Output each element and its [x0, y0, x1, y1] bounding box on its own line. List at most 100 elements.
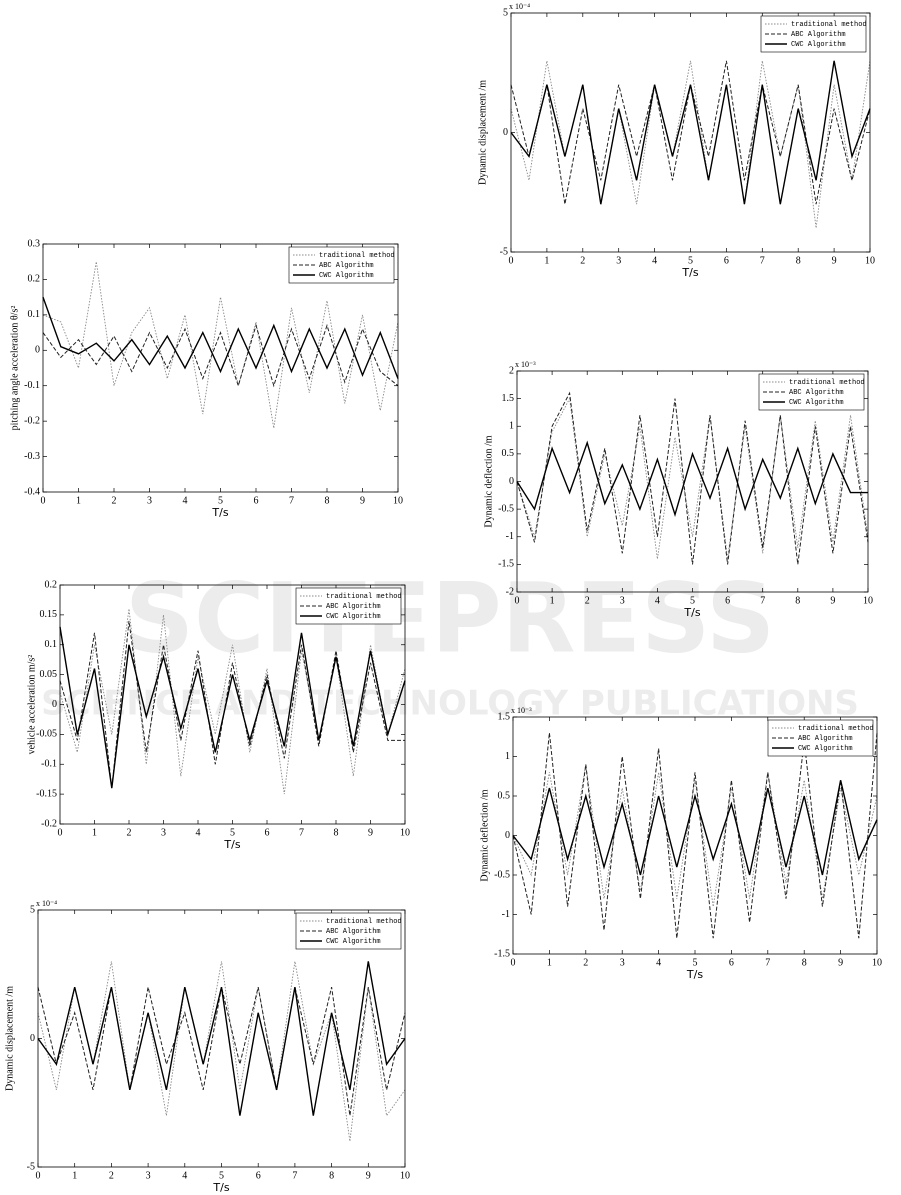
y-tick-label: 1.5: [502, 393, 515, 404]
x-tick-label: 5: [219, 1170, 224, 1181]
x-tick-label: 8: [329, 1170, 334, 1181]
x-tick-label: 9: [830, 595, 835, 606]
y-axis-label: Dynamic deflection /m: [479, 789, 490, 881]
x-axis-label: T/s: [211, 506, 228, 519]
y-tick-label: 5: [30, 904, 35, 915]
x-tick-label: 10: [863, 595, 873, 606]
x-tick-label: 5: [693, 957, 698, 968]
legend-label: ABC Algorithm: [319, 262, 374, 270]
x-tick-label: 8: [334, 827, 339, 838]
legend-label: CWC Algorithm: [798, 745, 853, 753]
x-tick-label: 7: [765, 957, 770, 968]
x-tick-label: 5: [230, 827, 235, 838]
watermark-title: SCITEPRESS: [125, 562, 775, 674]
data-line: [42, 261, 399, 429]
x-tick-label: 7: [760, 255, 765, 266]
y-tick-label: -1: [506, 531, 514, 542]
y-multiplier: x 10⁻⁴: [509, 2, 530, 11]
x-tick-label: 2: [127, 827, 132, 838]
y-tick-label: 0.5: [502, 448, 515, 459]
x-tick-label: 8: [795, 595, 800, 606]
x-tick-label: 4: [656, 957, 661, 968]
x-tick-label: 1: [72, 1170, 77, 1181]
x-tick-label: 0: [36, 1170, 41, 1181]
y-tick-label: -1.5: [494, 948, 510, 959]
y-axis-label: vehicle acceleration m/s²: [26, 655, 37, 755]
y-tick-label: 1.5: [498, 711, 511, 722]
x-tick-label: 3: [620, 595, 625, 606]
x-axis-label: T/s: [223, 838, 240, 851]
data-line: [516, 391, 869, 565]
data-line: [516, 397, 869, 559]
x-tick-label: 2: [112, 495, 117, 506]
data-line: [59, 608, 406, 795]
data-line: [37, 961, 406, 1142]
y-tick-label: 0.1: [28, 309, 41, 320]
y-tick-label: 5: [503, 7, 508, 18]
legend-label: CWC Algorithm: [326, 613, 381, 621]
x-tick-label: 8: [796, 255, 801, 266]
y-multiplier: x 10⁻⁴: [36, 899, 57, 908]
data-line: [512, 732, 878, 939]
x-tick-label: 1: [92, 827, 97, 838]
legend-label: CWC Algorithm: [319, 272, 374, 280]
x-tick-label: 6: [265, 827, 270, 838]
x-axis-label: T/s: [683, 606, 700, 619]
x-tick-label: 0: [41, 495, 46, 506]
y-tick-label: -0.1: [24, 380, 40, 391]
x-tick-label: 3: [146, 1170, 151, 1181]
y-tick-label: 0.05: [40, 669, 58, 680]
x-tick-label: 9: [832, 255, 837, 266]
x-tick-label: 10: [393, 495, 403, 506]
y-tick-label: 0.5: [498, 790, 511, 801]
data-line: [510, 60, 871, 205]
y-tick-label: -5: [500, 246, 508, 257]
x-tick-label: 10: [400, 1170, 410, 1181]
y-tick-label: 0: [30, 1033, 35, 1044]
data-line: [37, 961, 406, 1116]
x-tick-label: 9: [838, 957, 843, 968]
y-axis-label: Dynamic displacement /m: [4, 986, 15, 1091]
y-tick-label: -0.2: [24, 415, 40, 426]
data-line: [512, 764, 878, 907]
x-tick-label: 6: [729, 957, 734, 968]
x-tick-label: 1: [547, 957, 552, 968]
y-tick-label: 0: [35, 345, 40, 356]
y-multiplier: x 10⁻³: [515, 360, 536, 369]
x-tick-label: 5: [688, 255, 693, 266]
y-tick-label: 0.15: [40, 609, 58, 620]
y-tick-label: 0: [505, 830, 510, 841]
data-line: [59, 626, 406, 789]
x-tick-label: 3: [161, 827, 166, 838]
x-tick-label: 4: [652, 255, 657, 266]
legend-label: traditional method: [326, 593, 402, 601]
x-tick-label: 5: [690, 595, 695, 606]
x-tick-label: 6: [254, 495, 259, 506]
legend-label: CWC Algorithm: [789, 399, 844, 407]
x-tick-label: 1: [544, 255, 549, 266]
legend-box: [758, 373, 865, 411]
x-tick-label: 10: [872, 957, 882, 968]
y-tick-label: 2: [509, 365, 514, 376]
y-tick-label: -0.5: [494, 869, 510, 880]
data-line: [516, 440, 868, 518]
x-tick-label: 5: [218, 495, 223, 506]
y-tick-label: -0.5: [498, 503, 514, 514]
data-line: [510, 60, 871, 205]
x-tick-label: 6: [725, 595, 730, 606]
x-tick-label: 2: [580, 255, 585, 266]
legend-label: traditional method: [791, 21, 867, 29]
x-tick-label: 8: [802, 957, 807, 968]
x-tick-label: 3: [620, 957, 625, 968]
x-axis-label: T/s: [686, 968, 703, 981]
x-tick-label: 7: [299, 827, 304, 838]
y-tick-label: -0.4: [24, 486, 40, 497]
x-tick-label: 10: [865, 255, 875, 266]
data-line: [510, 60, 871, 229]
y-tick-label: 0: [52, 699, 57, 710]
legend-label: ABC Algorithm: [791, 31, 846, 39]
x-tick-label: 0: [58, 827, 63, 838]
legend-label: ABC Algorithm: [326, 603, 381, 611]
y-tick-label: 0: [503, 127, 508, 138]
